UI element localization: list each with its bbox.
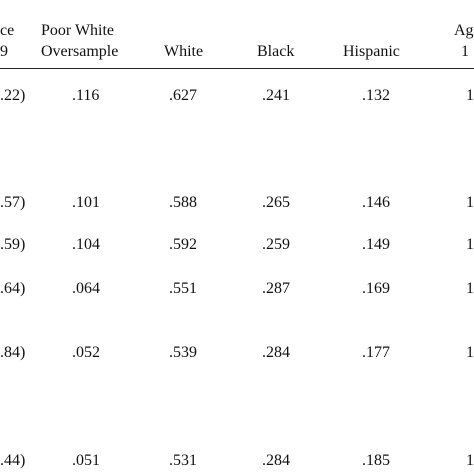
row-cell: .284 bbox=[262, 452, 290, 469]
row-cell: .116 bbox=[72, 87, 100, 104]
header-col5-line1: Ag bbox=[454, 22, 474, 39]
row-cell: .185 bbox=[362, 452, 390, 469]
row-cell: .149 bbox=[362, 236, 390, 253]
header-col0-line2: 9 bbox=[0, 43, 8, 60]
row-cell: .588 bbox=[169, 194, 197, 211]
row-cell: .259 bbox=[262, 236, 290, 253]
row-cell: .284 bbox=[262, 344, 290, 361]
row-cell: .592 bbox=[169, 236, 197, 253]
row-cell: .287 bbox=[262, 280, 290, 297]
header-white: White bbox=[164, 43, 204, 60]
header-black: Black bbox=[257, 43, 295, 60]
row-cell: .051 bbox=[72, 452, 100, 469]
row-cell: .265 bbox=[262, 194, 290, 211]
header-col5-line2: 1 bbox=[461, 43, 469, 60]
row-cell: 1 bbox=[466, 87, 474, 104]
row-cell: .064 bbox=[72, 280, 100, 297]
header-col0-line1: ce bbox=[0, 22, 15, 39]
row-cell: .22) bbox=[0, 87, 26, 104]
row-cell: .64) bbox=[0, 280, 26, 297]
row-cell: .57) bbox=[0, 194, 26, 211]
row-cell: .132 bbox=[362, 87, 390, 104]
row-cell: .101 bbox=[72, 194, 100, 211]
header-hispanic: Hispanic bbox=[343, 43, 400, 60]
row-cell: .84) bbox=[0, 344, 26, 361]
row-cell: 1 bbox=[466, 236, 474, 253]
row-cell: .551 bbox=[169, 280, 197, 297]
row-cell: .169 bbox=[362, 280, 390, 297]
row-cell: .539 bbox=[169, 344, 197, 361]
row-cell: .241 bbox=[262, 87, 290, 104]
header-poor-white-line1: Poor White bbox=[41, 22, 115, 39]
row-cell: 1 bbox=[466, 344, 474, 361]
row-cell: .531 bbox=[169, 452, 197, 469]
row-cell: .146 bbox=[362, 194, 390, 211]
row-cell: .627 bbox=[169, 87, 197, 104]
row-cell: .052 bbox=[72, 344, 100, 361]
header-poor-white-line2: Oversample bbox=[41, 43, 119, 60]
row-cell: 1 bbox=[466, 194, 474, 211]
row-cell: .177 bbox=[362, 344, 390, 361]
row-cell: 1 bbox=[466, 280, 474, 297]
row-cell: .104 bbox=[72, 236, 100, 253]
row-cell: 1 bbox=[466, 452, 474, 469]
header-rule bbox=[0, 68, 474, 69]
row-cell: .44) bbox=[0, 452, 26, 469]
row-cell: .59) bbox=[0, 236, 26, 253]
